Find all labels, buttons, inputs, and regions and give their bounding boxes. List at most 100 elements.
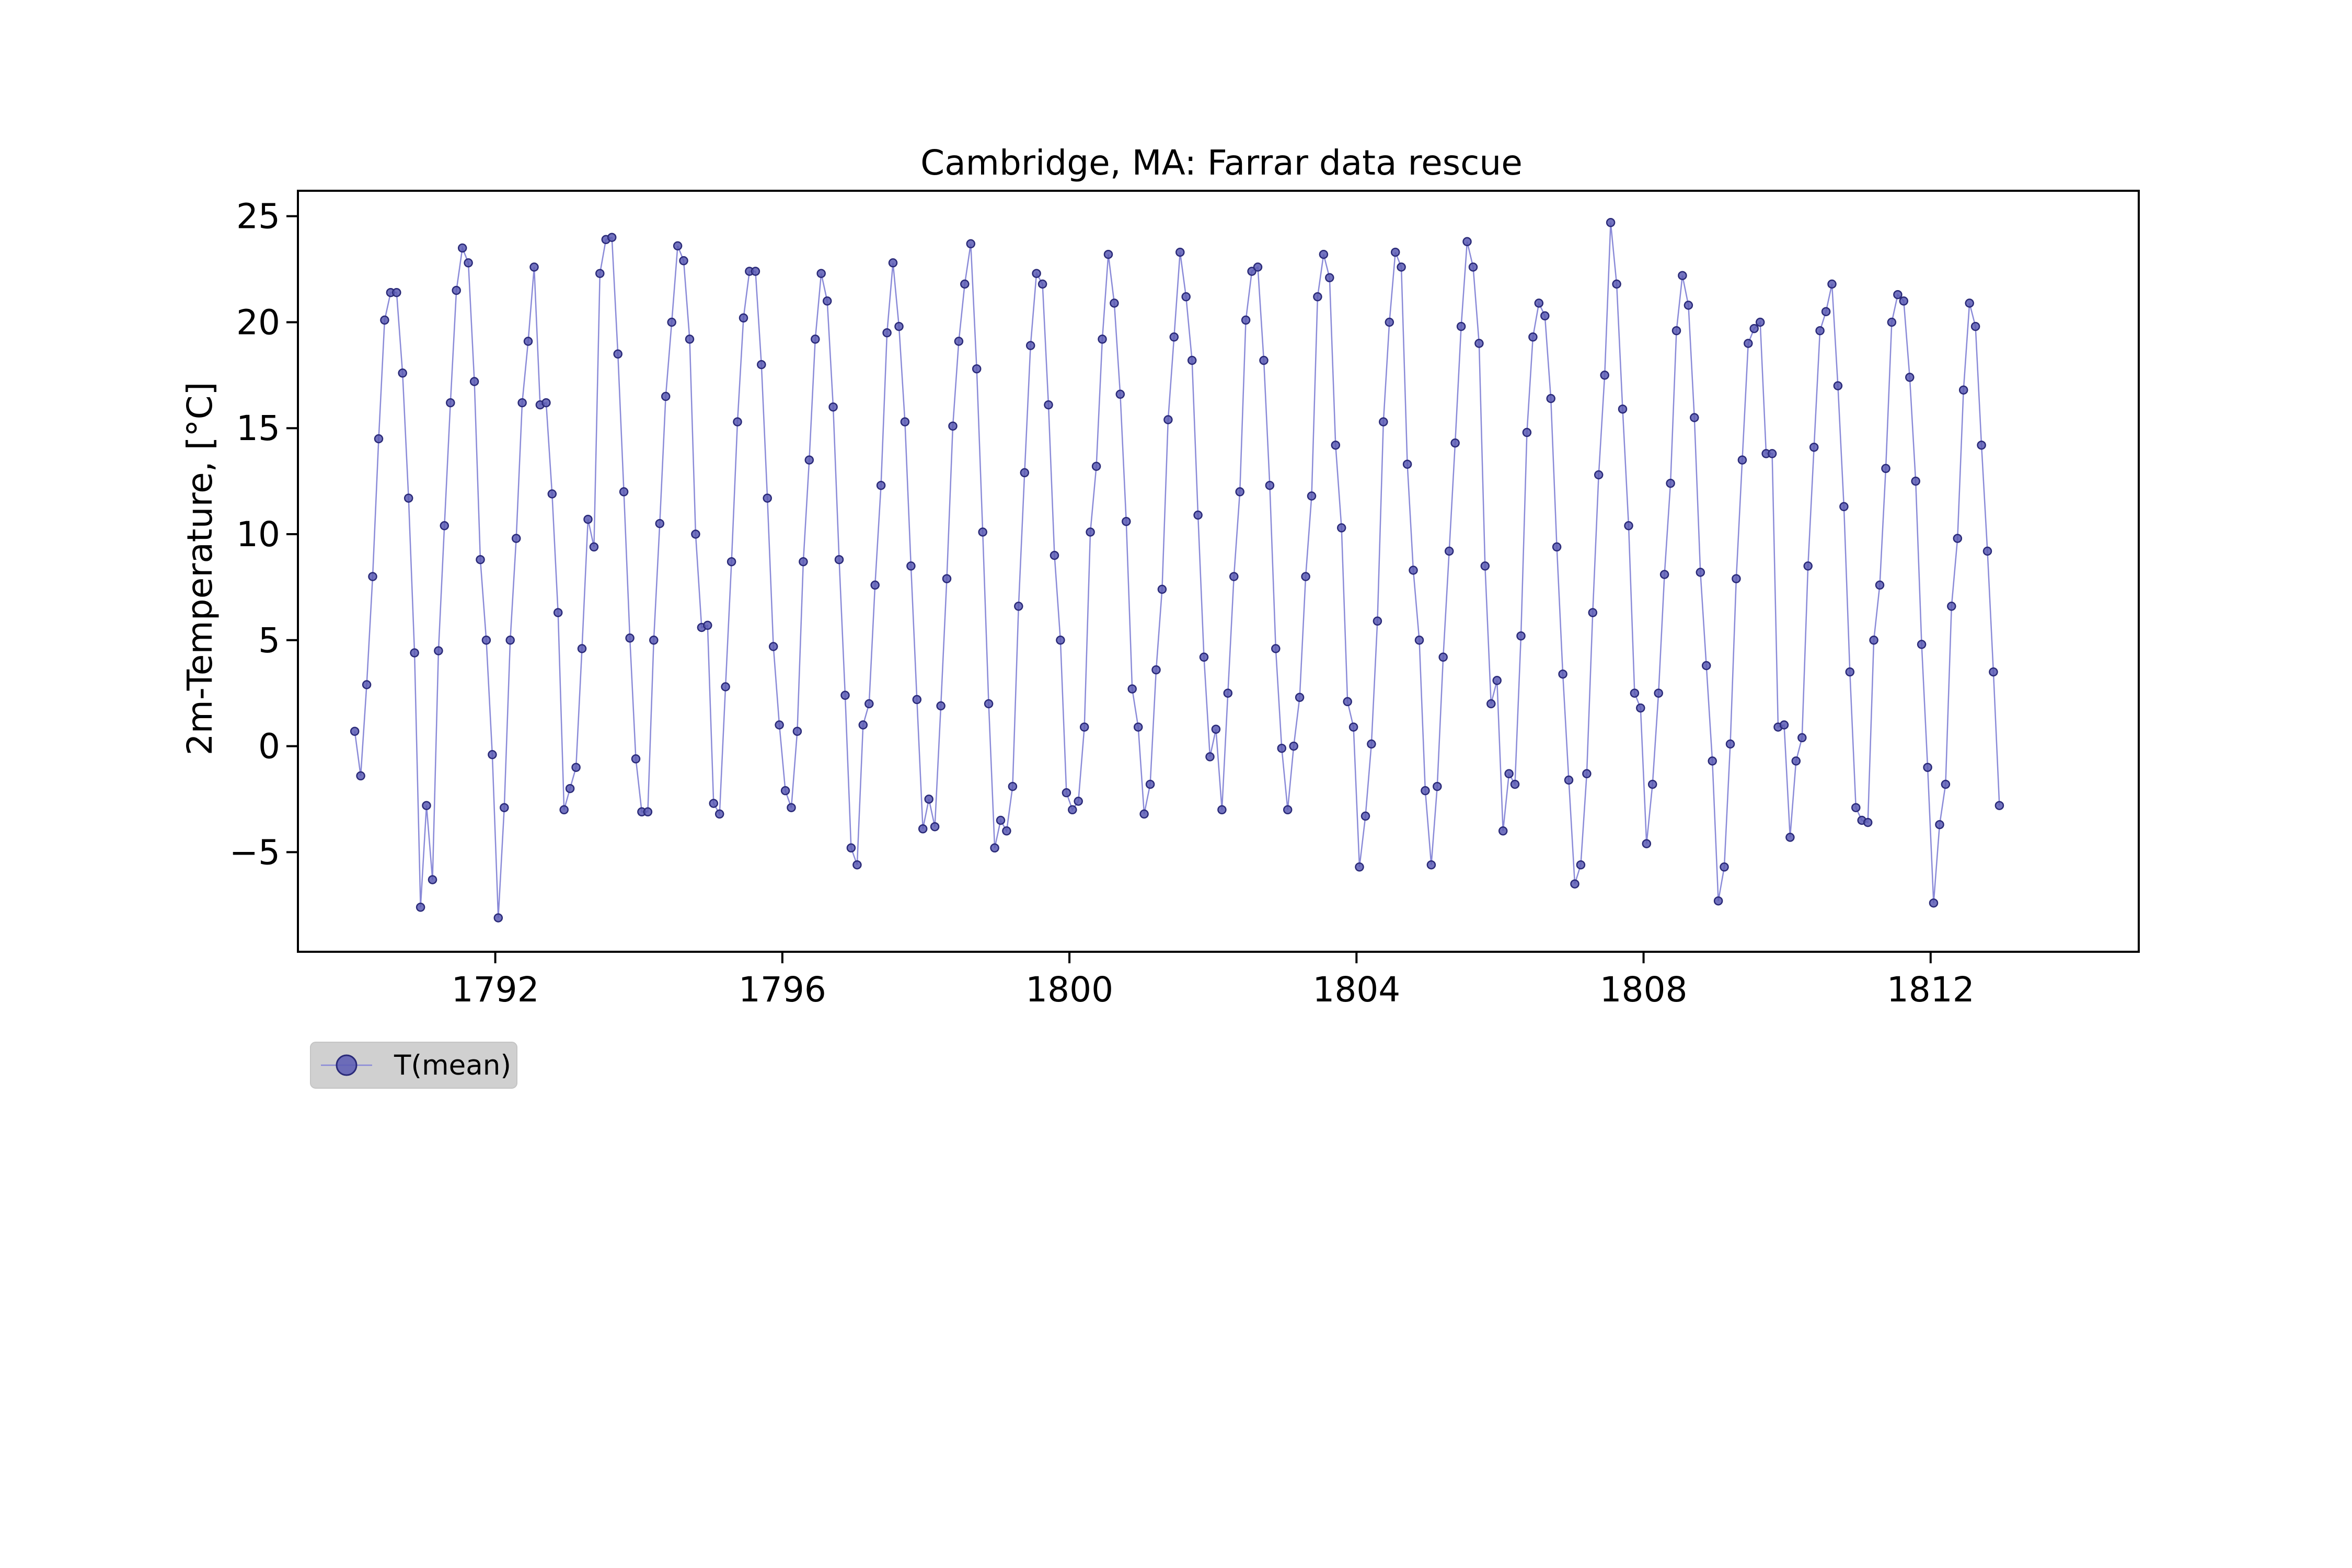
data-point [1546,394,1555,403]
data-point [583,514,593,524]
x-tick-label: 1800 [1025,970,1113,1010]
data-point [1139,809,1149,819]
data-point [763,493,772,503]
data-point [1678,271,1687,280]
data-point [1032,269,1041,278]
data-point [828,402,838,412]
data-point [816,269,826,278]
data-point [410,648,419,658]
data-point [1941,779,1951,789]
data-point [1390,247,1400,257]
y-tick-label: 15 [236,408,280,448]
data-point [1008,781,1018,791]
legend-box [310,1042,517,1089]
data-point [1881,464,1890,474]
data-point [1982,546,1992,556]
data-point [727,557,736,567]
data-point [1289,741,1298,751]
data-point [1690,413,1699,422]
data-point [1068,805,1077,815]
data-point [948,421,958,431]
data-point [1122,516,1131,526]
data-point [978,527,987,537]
data-point [553,608,563,617]
data-point [1163,415,1173,424]
data-point [655,518,665,528]
data-point [679,256,688,266]
data-point [1510,779,1520,789]
data-point [434,646,443,655]
data-point [1791,756,1801,766]
data-point [1348,722,1358,732]
data-point [613,349,622,359]
data-point [1516,631,1526,641]
data-point [511,534,521,543]
y-tick-label: −5 [229,832,280,872]
data-point [1217,805,1227,815]
data-point [1977,440,1986,450]
data-point [1421,786,1430,795]
data-point [787,803,796,812]
data-point [649,636,659,645]
data-point [733,417,742,426]
data-point [960,279,970,289]
data-point [1014,602,1023,611]
data-point [380,315,389,325]
data-point [1923,763,1932,772]
data-point [1462,237,1472,247]
data-point [398,368,407,378]
data-point [1989,667,1998,677]
data-point [1433,781,1442,791]
data-point [440,521,449,531]
plot-frame [297,190,2140,953]
data-point [1313,292,1322,302]
data-point [529,262,539,272]
data-point [1456,321,1466,331]
data-point [906,561,916,571]
data-point [1193,510,1203,520]
data-point [721,682,730,691]
y-tick-label: 10 [236,514,280,555]
data-point [1414,636,1424,645]
x-tick-label: 1804 [1312,970,1400,1010]
data-point [864,699,874,709]
data-point [1737,455,1747,465]
data-point [1618,404,1628,414]
data-point [918,824,928,834]
data-point [1115,389,1125,399]
data-point [1887,317,1897,327]
data-point [416,903,425,912]
data-point [1157,584,1167,594]
data-point [1265,480,1275,490]
data-point [840,690,850,700]
data-point [559,805,569,815]
data-point [457,243,467,253]
data-point [1044,400,1053,410]
data-point [1935,820,1944,829]
data-point [1247,267,1256,276]
data-point [1767,449,1777,458]
data-point [996,815,1006,825]
data-point [1205,752,1215,762]
data-point [1708,756,1717,766]
data-point [1283,805,1293,815]
data-point [1307,491,1317,501]
data-point [392,287,401,297]
data-point [1355,862,1364,872]
data-point [1947,602,1956,611]
data-point [1271,644,1281,653]
data-point [870,580,880,590]
data-point [1056,636,1065,645]
data-point [625,633,635,643]
data-point [1169,332,1179,342]
data-point [488,750,497,759]
data-point [1528,332,1538,342]
data-point [469,377,479,386]
data-point [1576,860,1586,870]
data-point [1958,385,1968,395]
data-point [1647,779,1657,789]
data-point [954,337,964,346]
x-tick-label: 1796 [739,970,826,1010]
data-point [464,258,473,268]
data-point [984,699,994,709]
